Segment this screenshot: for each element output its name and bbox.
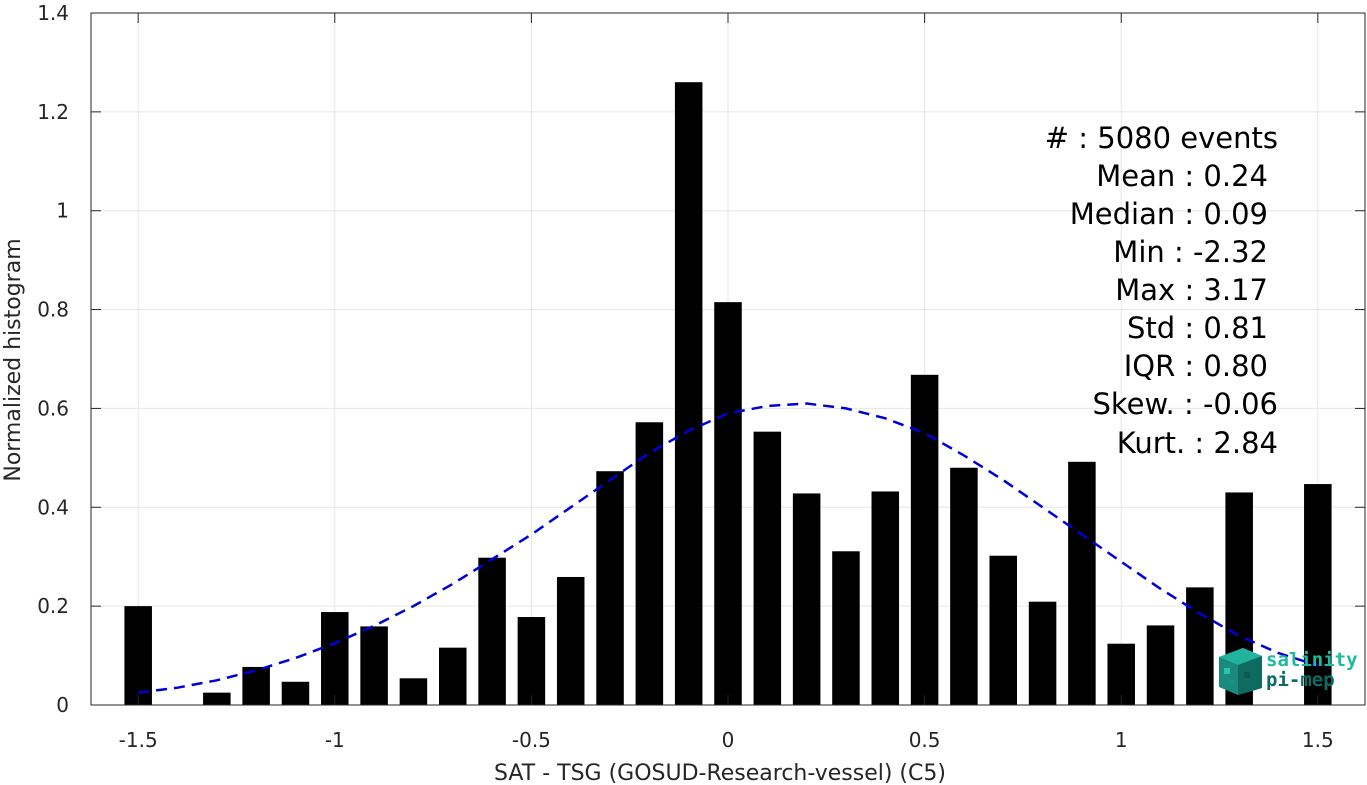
histogram-bar — [478, 557, 506, 705]
gaussian-fit-curve — [138, 402, 1319, 694]
histogram-bars — [124, 82, 1332, 705]
stat-std: Std : 0.81 — [1127, 311, 1268, 345]
logo-line1: salinity — [1266, 649, 1358, 671]
y-tick-label: 0 — [56, 693, 69, 717]
tick-labels: -1.5 -1 -0.5 0 0.5 1 1.5 0 0.2 0.4 0.6 0.8 1 1.2 1.4 — [37, 1, 1334, 752]
histogram-bar — [203, 692, 231, 705]
y-tick-label: 1.2 — [37, 100, 69, 124]
y-axis-title: Normalized histogram — [1, 238, 26, 481]
histogram-bar — [1304, 484, 1332, 705]
y-tick-label: 0.2 — [37, 594, 69, 618]
salinity-pi-mep-logo: salinity pi-mep — [1219, 648, 1358, 695]
x-tick-label: 0.5 — [909, 728, 941, 752]
grid-lines — [91, 12, 1365, 706]
stat-skew: Skew. : -0.06 — [1092, 387, 1278, 421]
histogram-bar — [635, 422, 664, 705]
x-tick-label: -1 — [325, 728, 345, 752]
x-axis-title: SAT - TSG (GOSUD-Research-vessel) (C5) — [494, 761, 946, 785]
histogram-bar — [360, 626, 388, 705]
y-tick-label: 0.4 — [37, 495, 69, 519]
histogram-bar — [1107, 643, 1135, 705]
histogram-bar — [714, 302, 742, 705]
stat-mean: Mean : 0.24 — [1096, 159, 1268, 193]
y-tick-label: 1.4 — [37, 1, 69, 25]
fit-curve-layer — [138, 402, 1319, 694]
histogram-bar — [674, 82, 703, 705]
histogram-bar — [871, 491, 900, 705]
y-tick-label: 0.8 — [37, 298, 69, 322]
stat-median: Median : 0.09 — [1070, 197, 1268, 231]
histogram-bar — [596, 471, 624, 705]
stat-kurt: Kurt. : 2.84 — [1117, 426, 1278, 460]
logo-line2: pi-mep — [1266, 669, 1335, 691]
histogram-bar — [399, 678, 428, 705]
histogram-bar — [1146, 625, 1175, 705]
histogram-bar — [1068, 461, 1096, 705]
histogram-bar — [124, 606, 152, 705]
histogram-bar — [556, 576, 585, 705]
histogram-bar — [281, 681, 310, 705]
histogram-bar — [910, 374, 939, 705]
stat-iqr: IQR : 0.80 — [1124, 349, 1268, 383]
x-tick-label: 1.5 — [1302, 728, 1334, 752]
y-tick-label: 1 — [56, 199, 69, 223]
x-tick-label: 0 — [722, 728, 735, 752]
x-tick-label: 1 — [1115, 728, 1128, 752]
axes — [90, 12, 1366, 706]
histogram-bar — [832, 551, 860, 705]
statistics-annotation: # : 5080 events Mean : 0.24 Median : 0.0… — [1045, 121, 1278, 460]
histogram-bar — [989, 555, 1018, 705]
histogram-bar — [517, 617, 546, 705]
logo-cube-icon — [1219, 648, 1262, 695]
histogram-bar — [1186, 587, 1214, 705]
stat-max: Max : 3.17 — [1115, 273, 1268, 307]
histogram-bar — [321, 612, 349, 705]
x-tick-label: -1.5 — [119, 728, 158, 752]
histogram-bar — [753, 431, 782, 705]
stat-min: Min : -2.32 — [1113, 235, 1268, 269]
histogram-bar — [438, 647, 467, 705]
histogram-bar — [1028, 601, 1057, 705]
x-tick-label: -0.5 — [512, 728, 551, 752]
histogram-bar — [950, 467, 978, 705]
y-tick-label: 0.6 — [37, 396, 69, 420]
histogram-bar — [792, 493, 821, 705]
stat-count: # : 5080 events — [1045, 121, 1278, 155]
